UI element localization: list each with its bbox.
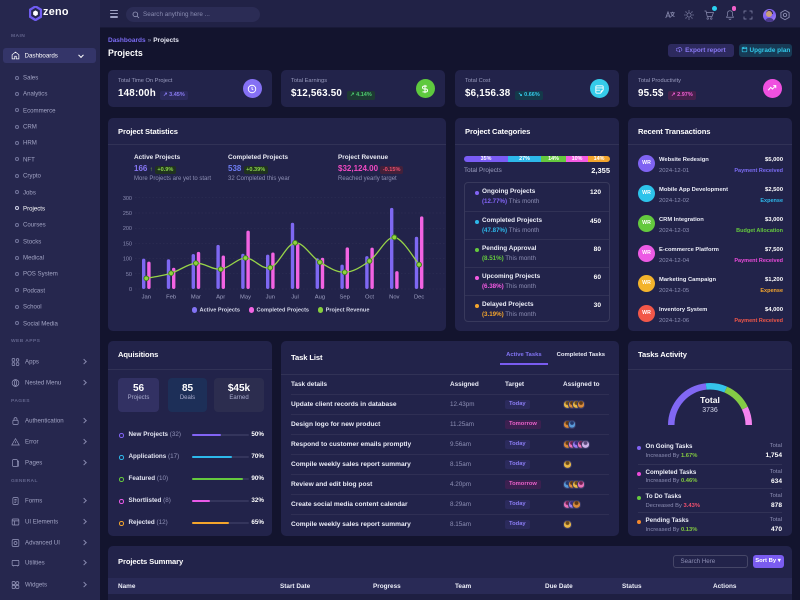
svg-text:Aug: Aug [315, 295, 325, 301]
svg-text:Apr: Apr [216, 295, 225, 301]
svg-text:Oct: Oct [365, 295, 374, 301]
svg-text:300: 300 [123, 196, 132, 202]
svg-text:Sep: Sep [340, 295, 350, 301]
svg-text:150: 150 [123, 241, 132, 247]
svg-text:Jun: Jun [266, 295, 275, 301]
svg-text:250: 250 [123, 211, 132, 217]
svg-text:Nov: Nov [389, 295, 399, 301]
svg-text:200: 200 [123, 226, 132, 232]
svg-text:Feb: Feb [166, 295, 176, 301]
svg-text:100: 100 [123, 257, 132, 263]
svg-text:Mar: Mar [191, 295, 201, 301]
svg-text:May: May [240, 295, 251, 301]
svg-text:50: 50 [126, 272, 132, 278]
svg-text:Jul: Jul [291, 295, 298, 301]
svg-text:Dec: Dec [414, 295, 424, 301]
svg-text:0: 0 [129, 287, 132, 293]
svg-text:Jan: Jan [142, 295, 151, 301]
